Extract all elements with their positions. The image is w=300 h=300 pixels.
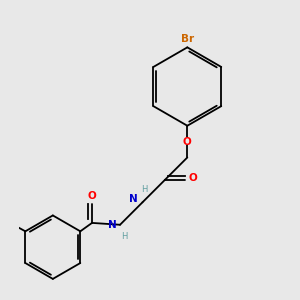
- Text: O: O: [183, 137, 192, 147]
- Text: O: O: [188, 173, 197, 183]
- Text: H: H: [121, 232, 128, 241]
- Text: O: O: [88, 191, 96, 201]
- Text: N: N: [107, 220, 116, 230]
- Text: Br: Br: [181, 34, 194, 44]
- Text: H: H: [141, 185, 148, 194]
- Text: N: N: [129, 194, 138, 204]
